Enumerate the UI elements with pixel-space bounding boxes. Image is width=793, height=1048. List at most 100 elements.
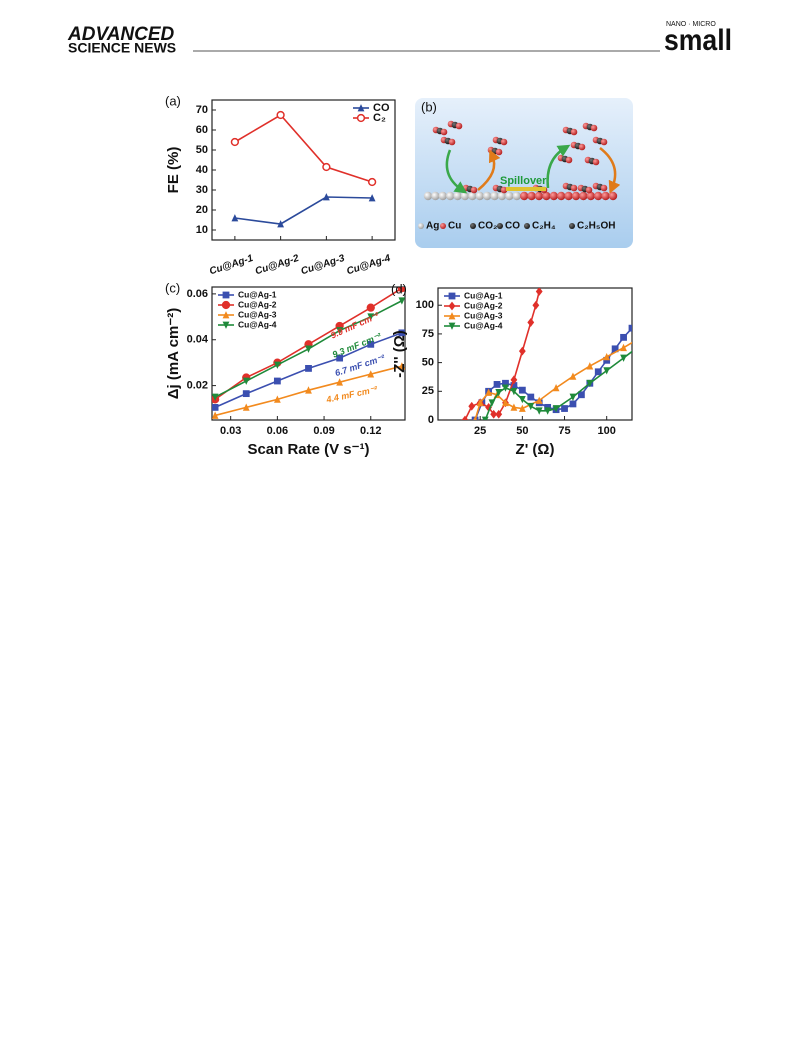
- legend-label: Cu@Ag-1: [238, 289, 277, 299]
- x-tick-label: Cu@Ag-4: [345, 253, 392, 278]
- marker: [448, 322, 456, 330]
- atom: [586, 191, 595, 201]
- brand: small: [664, 24, 732, 57]
- marker: [367, 340, 375, 348]
- marker: [518, 346, 526, 356]
- y-tick-label: 20: [196, 204, 208, 216]
- x-tick-label: 100: [598, 425, 616, 437]
- marker: [586, 362, 594, 370]
- marker: [398, 362, 405, 370]
- plot-frame: [211, 286, 406, 421]
- marker: [322, 162, 331, 172]
- x-tick-label: 50: [516, 425, 528, 437]
- marker: [448, 292, 456, 300]
- brand-top: NANO · MICRO: [666, 21, 716, 28]
- marker: [544, 407, 552, 415]
- marker: [222, 321, 230, 329]
- y-tick-label: 10: [196, 224, 208, 236]
- y-tick-label: 75: [422, 328, 434, 340]
- atom: [534, 191, 544, 201]
- x-tick-label: 25: [474, 425, 486, 437]
- marker: [212, 393, 219, 401]
- marker: [510, 375, 518, 385]
- marker: [569, 393, 577, 401]
- marker: [502, 398, 509, 407]
- atom: [453, 191, 462, 201]
- marker: [518, 386, 526, 394]
- legend-label: CO: [505, 221, 520, 232]
- atom: [565, 156, 573, 164]
- marker: [552, 383, 560, 392]
- marker: [336, 378, 344, 386]
- atom: [500, 186, 508, 194]
- atom: [590, 124, 598, 132]
- marker: [305, 386, 312, 394]
- marker: [212, 403, 219, 411]
- marker: [336, 327, 344, 335]
- atom: [601, 191, 610, 201]
- y-tick-label: 0.02: [187, 380, 208, 392]
- legend-label: Cu@Ag-1: [464, 290, 503, 300]
- marker: [242, 377, 250, 385]
- y-axis-label: Δj (mA cm⁻²): [165, 308, 182, 399]
- atom: [527, 191, 536, 201]
- marker: [367, 370, 375, 378]
- panel-label: (b): [421, 99, 437, 114]
- marker: [336, 354, 344, 362]
- marker: [305, 345, 312, 353]
- marker: [273, 395, 281, 403]
- marker: [473, 416, 477, 420]
- marker: [461, 415, 469, 420]
- marker: [634, 336, 641, 343]
- marker: [222, 311, 230, 319]
- marker: [398, 329, 405, 337]
- legend-label: Cu@Ag-2: [238, 299, 277, 309]
- x-tick-label: Cu@Ag-3: [300, 253, 347, 278]
- marker: [620, 333, 627, 341]
- marker: [448, 301, 456, 311]
- panel-label: (a): [165, 93, 181, 108]
- x-axis-label: Scan Rate (V s⁻¹): [247, 441, 369, 458]
- x-tick-label: Cu@Ag-2: [254, 253, 301, 278]
- atom: [438, 191, 447, 201]
- atom: [483, 191, 492, 201]
- diagram-legend: Ag Cu CO₂ CO C₂H₄ C₂H₅OH: [418, 221, 615, 232]
- marker: [368, 194, 376, 202]
- atom: [448, 138, 456, 146]
- marker: [493, 381, 501, 388]
- atom: [475, 191, 484, 201]
- legend-label: Cu@Ag-3: [238, 309, 277, 319]
- y-tick-label: 0: [428, 414, 434, 426]
- atom: [423, 191, 433, 201]
- legend-label: Cu@Ag-4: [464, 320, 503, 330]
- y-tick-label: 0.06: [187, 288, 208, 300]
- y-tick-label: 100: [416, 299, 434, 311]
- marker: [367, 177, 377, 187]
- marker: [603, 367, 611, 375]
- legend-label: C₂H₅OH: [577, 221, 615, 232]
- legend-label: C₂H₄: [532, 221, 556, 232]
- plot-frame: [437, 287, 633, 421]
- atom: [431, 191, 440, 201]
- x-tick-label: 75: [558, 425, 570, 437]
- atom: [505, 191, 514, 201]
- atom: [468, 191, 477, 201]
- arrow: [546, 144, 571, 189]
- marker: [476, 398, 484, 407]
- atom: [490, 191, 499, 201]
- legend-label: Cu: [448, 221, 461, 232]
- marker: [594, 368, 602, 376]
- atom: [564, 191, 573, 201]
- marker: [552, 405, 560, 413]
- marker: [527, 402, 535, 411]
- legend-label: CO₂: [478, 221, 497, 232]
- legend-icon: [470, 223, 476, 229]
- journal-bottom: SCIENCE NEWS: [68, 40, 176, 56]
- marker: [586, 379, 594, 388]
- marker: [276, 110, 285, 120]
- atom: [571, 191, 581, 201]
- marker: [620, 354, 627, 362]
- series-line: [234, 196, 373, 225]
